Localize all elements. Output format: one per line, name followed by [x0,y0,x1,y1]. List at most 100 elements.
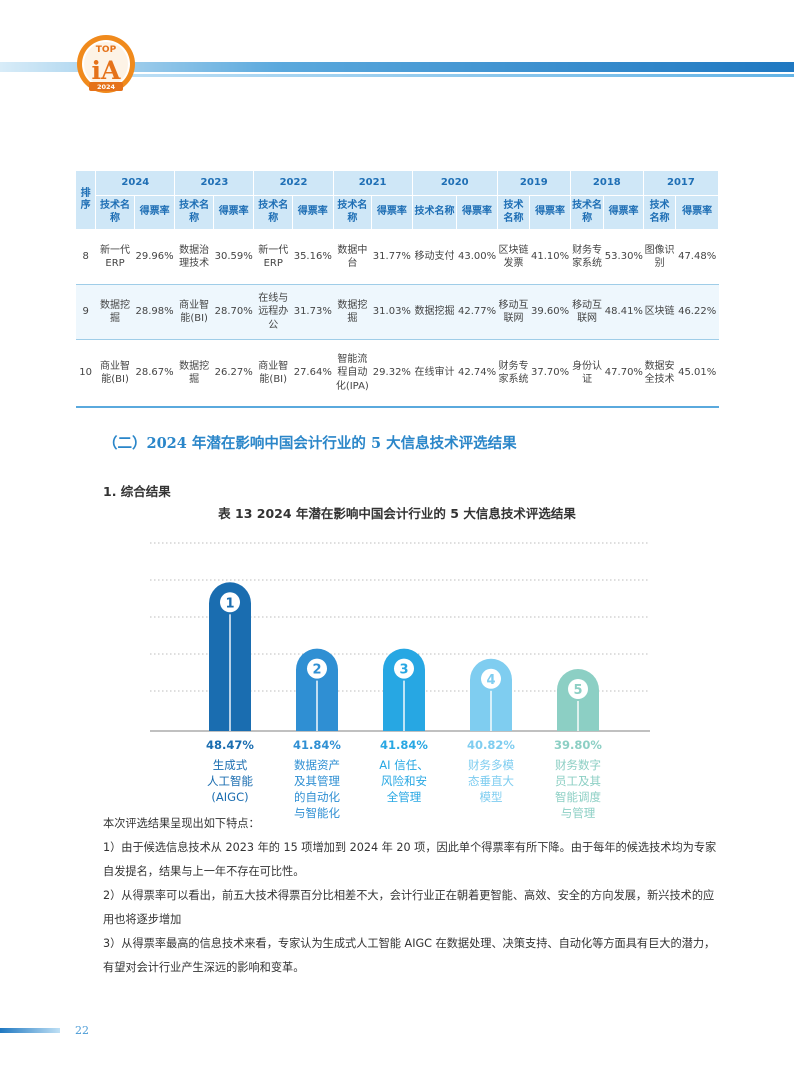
rank-badge [220,592,240,613]
rank-badge [394,658,414,679]
category-label: 智能调度 [555,790,601,804]
table-row: 9 数据挖掘 28.98% 商业智能(BI) 28.70% 在线与远程办公 31.73% 数据… [75,284,719,340]
year-header-2020: 2020 [411,170,498,196]
vote-rate-cell: 28.98% [134,284,175,340]
vote-rate-header: 得票率 [371,195,413,230]
year-header-2023: 2023 [174,170,255,196]
bar [557,669,599,731]
tech-name-cell: 身份认证 [570,339,604,408]
logo-top-text: TOP [96,45,117,55]
year-header-2019: 2019 [496,170,571,196]
category-label: 人工智能 [207,774,253,788]
tech-name-header: 技术名称 [253,195,293,230]
tech-name-cell: 商业智能(BI) [253,339,293,408]
year-header-2017: 2017 [642,170,720,196]
year-header-2021: 2021 [332,170,413,196]
rank-number: 4 [486,673,495,688]
vote-rate-header: 得票率 [675,195,719,230]
vote-rate-cell: 26.27% [213,339,254,408]
vote-rate-cell: 30.59% [213,229,254,285]
header-band-secondary [100,74,794,77]
category-label: 财务数字 [555,758,601,772]
value-label: 40.82% [467,738,515,752]
category-label: 态垂直大 [468,774,514,788]
vote-rate-cell: 27.64% [292,339,334,408]
rank-header: 排序 [74,170,97,230]
vote-rate-header: 得票率 [292,195,334,230]
vote-rate-header: 得票率 [133,195,176,230]
top-ia-logo: TOP iA 2024 [77,35,135,93]
rank-cell: 9 [75,284,96,340]
tech-name-header: 技术名称 [174,195,214,230]
vote-rate-cell: 28.70% [213,284,254,340]
rank-cell: 10 [75,339,96,408]
year-header-2022: 2022 [253,170,334,196]
tech-name-cell: 新一代ERP [95,229,135,285]
point-3: 3）从得票率最高的信息技术来看，专家认为生成式人工智能 AIGC 在数据处理、决… [103,937,716,974]
category-label: 的自动化 [294,790,340,804]
category-label: 全管理 [387,790,422,804]
tech-name-header: 技术名称 [332,195,373,230]
vote-rate-cell: 48.41% [603,284,644,340]
point-2: 2）从得票率可以看出，前五大技术得票百分比相差不大，会计行业正在朝着更智能、高效… [103,889,715,926]
vote-rate-cell: 47.48% [675,229,719,285]
tech-name-header: 技术名称 [642,195,677,230]
value-label: 48.47% [206,738,254,752]
year-header-2024: 2024 [95,170,176,196]
vote-rate-cell: 35.16% [292,229,334,285]
vote-rate-cell: 43.00% [456,229,498,285]
vote-rate-cell: 37.70% [529,339,571,408]
category-label: 及其管理 [294,774,340,788]
tech-name-cell: 区块链发票 [497,229,530,285]
chart-title: 表 13 2024 年潜在影响中国会计行业的 5 大信息技术评选结果 [218,506,576,521]
value-label: 39.80% [554,738,602,752]
results-bar-chart: 1 48.47% 生成式人工智能 (AIGC) 2 41.84% 数据资产及其管理的自动化与… [150,542,650,820]
vote-rate-cell: 42.74% [456,339,498,408]
rank-number: 3 [399,663,408,678]
category-label: 与智能化 [294,806,340,820]
rank-number: 5 [573,683,582,698]
table-row: 8 新一代ERP 29.96% 数据治理技术 30.59% 新一代ERP 35.16% 数据中… [75,229,719,285]
tech-name-cell: 数据挖掘 [412,284,457,340]
rank-number: 2 [312,663,321,678]
logo-year: 2024 [97,83,116,91]
year-header-2018: 2018 [569,170,644,196]
category-label: 生成式 [213,758,248,772]
category-label: 财务多模 [468,758,514,772]
value-label: 41.84% [293,738,341,752]
tech-name-cell: 数据治理技术 [174,229,214,285]
rank-number: 1 [225,596,234,611]
vote-rate-header: 得票率 [603,195,644,230]
tech-name-cell: 数据挖掘 [95,284,135,340]
tech-name-cell: 在线与远程办公 [253,284,293,340]
category-label: 数据资产 [294,758,340,772]
body-text: 本次评选结果呈现出如下特点： 1）由于候选信息技术从 2023 年的 15 项增… [103,812,723,980]
tech-name-cell: 移动支付 [412,229,457,285]
vote-rate-header: 得票率 [212,195,255,230]
tech-name-cell: 区块链 [643,284,676,340]
sub-heading: 1. 综合结果 [103,484,171,499]
vote-rate-cell: 47.70% [603,339,644,408]
category-label: (AIGC) [211,790,248,804]
rank-cell: 8 [75,229,96,285]
tech-name-cell: 新一代ERP [253,229,293,285]
rank-badge [568,679,588,699]
footer-bar [0,1028,60,1033]
page-number: 22 [75,1024,89,1037]
vote-rate-cell: 42.77% [456,284,498,340]
category-label: 与管理 [561,806,596,820]
tech-name-cell: 商业智能(BI) [174,284,214,340]
vote-rate-cell: 41.10% [529,229,571,285]
category-label: 模型 [480,790,503,804]
logo-letters: iA [92,56,121,85]
tech-name-cell: 数据安全技术 [643,339,676,408]
rank-badge [481,668,501,689]
tech-name-header: 技术名称 [569,195,605,230]
tech-name-cell: 图像识别 [643,229,676,285]
vote-rate-cell: 31.73% [292,284,334,340]
tech-name-cell: 财务专家系统 [497,339,530,408]
section-heading: （二）2024 年潜在影响中国会计行业的 5 大信息技术评选结果 [103,435,517,452]
tech-name-header: 技术名称 [95,195,135,230]
tech-name-cell: 商业智能(BI) [95,339,135,408]
category-label: 风险和安 [381,774,427,788]
